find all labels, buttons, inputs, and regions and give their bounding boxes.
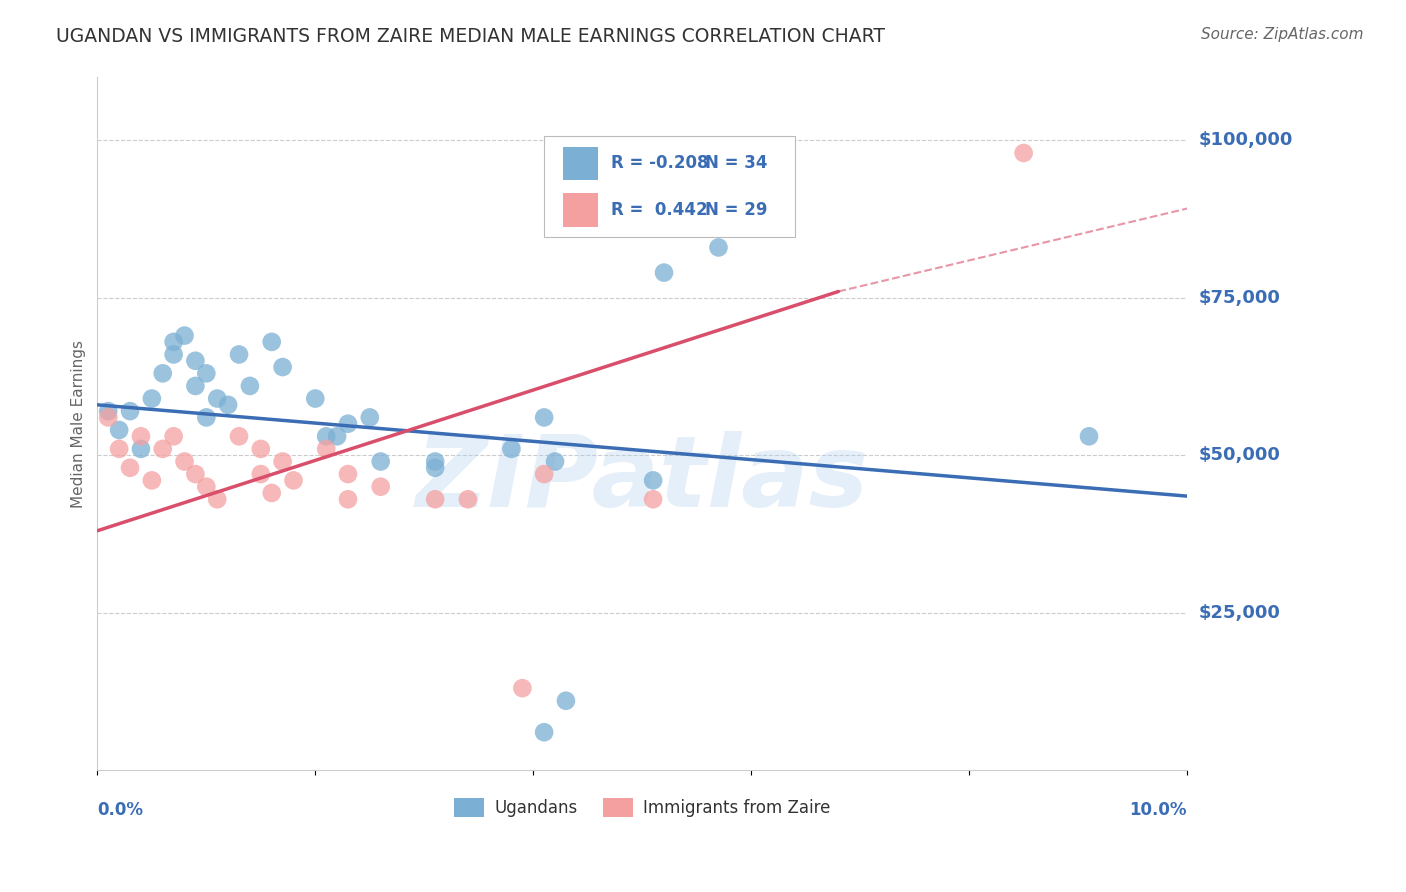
Point bbox=[260, 334, 283, 349]
Text: N = 34: N = 34 bbox=[706, 154, 768, 172]
Point bbox=[184, 379, 207, 393]
Point bbox=[643, 492, 665, 507]
Point bbox=[555, 694, 578, 708]
Point bbox=[1078, 429, 1101, 443]
Point bbox=[162, 347, 184, 361]
Point bbox=[205, 392, 228, 406]
Point bbox=[425, 492, 447, 507]
Text: $100,000: $100,000 bbox=[1198, 131, 1292, 149]
Point bbox=[707, 240, 730, 254]
Point bbox=[457, 492, 479, 507]
Point bbox=[228, 429, 250, 443]
Point bbox=[195, 367, 218, 381]
Point bbox=[152, 442, 174, 456]
Point bbox=[228, 347, 250, 361]
Text: Source: ZipAtlas.com: Source: ZipAtlas.com bbox=[1201, 27, 1364, 42]
Point bbox=[260, 486, 283, 500]
Point bbox=[533, 410, 555, 425]
Point bbox=[162, 334, 184, 349]
Point bbox=[337, 417, 360, 431]
Point bbox=[173, 328, 195, 343]
Point bbox=[315, 442, 337, 456]
Text: 0.0%: 0.0% bbox=[97, 800, 143, 819]
Point bbox=[425, 460, 447, 475]
Point bbox=[162, 429, 184, 443]
Text: $50,000: $50,000 bbox=[1198, 446, 1279, 464]
Text: N = 29: N = 29 bbox=[706, 201, 768, 219]
FancyBboxPatch shape bbox=[562, 194, 598, 227]
Point bbox=[118, 404, 141, 418]
Point bbox=[315, 429, 337, 443]
Point bbox=[425, 454, 447, 468]
Point bbox=[184, 467, 207, 481]
Point bbox=[337, 467, 360, 481]
Point bbox=[141, 474, 163, 488]
Point bbox=[195, 480, 218, 494]
Text: ZIPatlas: ZIPatlas bbox=[416, 431, 869, 528]
Point bbox=[195, 410, 218, 425]
FancyBboxPatch shape bbox=[544, 136, 794, 236]
Text: $75,000: $75,000 bbox=[1198, 289, 1279, 307]
Y-axis label: Median Male Earnings: Median Male Earnings bbox=[72, 340, 86, 508]
Point bbox=[370, 454, 392, 468]
Point bbox=[326, 429, 349, 443]
Point bbox=[304, 392, 326, 406]
Point bbox=[141, 392, 163, 406]
Point bbox=[271, 359, 294, 374]
Point bbox=[239, 379, 262, 393]
Point bbox=[118, 460, 141, 475]
Point bbox=[108, 423, 131, 437]
Point bbox=[249, 442, 271, 456]
Point bbox=[97, 404, 120, 418]
Point bbox=[152, 367, 174, 381]
Text: R =  0.442: R = 0.442 bbox=[610, 201, 707, 219]
Point bbox=[337, 492, 360, 507]
Text: 10.0%: 10.0% bbox=[1129, 800, 1187, 819]
Point bbox=[512, 681, 534, 695]
Point bbox=[370, 480, 392, 494]
Point bbox=[544, 454, 567, 468]
Point bbox=[533, 725, 555, 739]
Point bbox=[359, 410, 381, 425]
Text: UGANDAN VS IMMIGRANTS FROM ZAIRE MEDIAN MALE EARNINGS CORRELATION CHART: UGANDAN VS IMMIGRANTS FROM ZAIRE MEDIAN … bbox=[56, 27, 886, 45]
Point bbox=[184, 353, 207, 368]
Point bbox=[129, 442, 152, 456]
Point bbox=[217, 398, 239, 412]
Point bbox=[533, 467, 555, 481]
Point bbox=[696, 165, 718, 179]
Point bbox=[97, 410, 120, 425]
Point bbox=[643, 474, 665, 488]
Legend: Ugandans, Immigrants from Zaire: Ugandans, Immigrants from Zaire bbox=[447, 791, 837, 824]
Point bbox=[652, 266, 675, 280]
Point bbox=[271, 454, 294, 468]
Point bbox=[205, 492, 228, 507]
Point bbox=[129, 429, 152, 443]
Point bbox=[501, 442, 523, 456]
FancyBboxPatch shape bbox=[562, 146, 598, 180]
Text: $25,000: $25,000 bbox=[1198, 604, 1279, 622]
Point bbox=[1012, 146, 1035, 161]
Point bbox=[173, 454, 195, 468]
Point bbox=[108, 442, 131, 456]
Point bbox=[249, 467, 271, 481]
Text: R = -0.208: R = -0.208 bbox=[610, 154, 709, 172]
Point bbox=[283, 474, 305, 488]
